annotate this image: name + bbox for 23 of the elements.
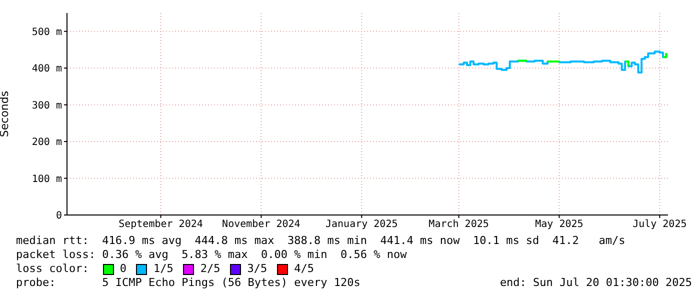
x-tick-label: July 2025 — [632, 219, 687, 230]
y-tick-label: 400 m — [32, 64, 62, 75]
legend-label: 2/5 — [200, 262, 220, 276]
text: median rtt: 416.9 ms avg 444.8 ms max 388.8 ms min 441.4 ms now 10.1 ms sd 41.2 am/s — [16, 234, 626, 248]
text: packet loss: 0.36 % avg 5.83 % max 0.00 % min 0.56 % now — [16, 248, 408, 262]
text: probe: 5 ICMP Echo Pings (56 Bytes) every 120s — [16, 276, 360, 290]
legend-title: loss color: — [16, 262, 89, 276]
legend-label: 4/5 — [294, 262, 314, 276]
legend-label: 1/5 — [153, 262, 174, 276]
x-tick-label: November 2024 — [222, 219, 300, 230]
x-tick-label: March 2025 — [428, 219, 489, 230]
x-tick-label: May 2025 — [535, 219, 584, 230]
x-tick-label: January 2025 — [326, 219, 398, 230]
y-tick-label: 100 m — [32, 174, 62, 185]
y-tick-label: 0 — [56, 210, 62, 222]
y-tick-label: 500 m — [32, 26, 62, 38]
y-tick-label: 300 m — [32, 100, 62, 112]
y-tick-label: 200 m — [32, 137, 62, 148]
y-axis-title: Seconds — [0, 90, 11, 138]
text: end: Sun Jul 20 01:30:00 2025 — [500, 276, 692, 290]
x-tick-label: September 2024 — [118, 219, 203, 230]
legend-label: 0 — [120, 262, 126, 276]
legend-label: 3/5 — [247, 262, 268, 276]
